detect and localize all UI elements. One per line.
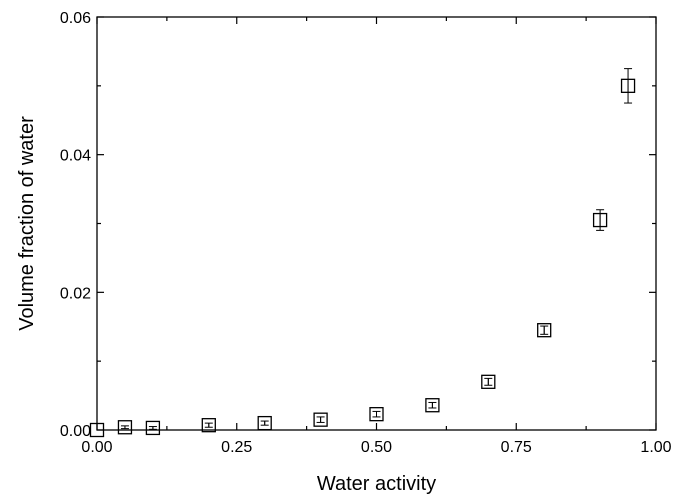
square-marker <box>481 374 496 389</box>
tick-labels: 0.00 0.25 0.50 0.75 1.00 0.00 0.02 0.04 0.06 <box>60 10 672 456</box>
x-tick-label: 1.00 <box>640 439 671 456</box>
data-point <box>117 420 133 435</box>
x-axis-title: Water activity <box>317 473 436 495</box>
data-point <box>537 323 552 338</box>
y-tick-label: 0.02 <box>60 285 91 302</box>
x-tick-label: 0.50 <box>361 439 392 456</box>
square-marker <box>145 420 161 436</box>
data-point <box>620 68 636 104</box>
square-marker <box>369 407 384 422</box>
square-marker <box>201 418 216 433</box>
x-tick-label: 0.25 <box>221 439 252 456</box>
x-tick-label: 0.00 <box>81 439 112 456</box>
data-points <box>89 68 636 438</box>
data-point <box>369 407 384 422</box>
y-tick-label: 0.04 <box>60 148 91 165</box>
square-marker <box>537 323 552 338</box>
data-point <box>425 398 440 413</box>
plot-frame <box>96 16 657 431</box>
y-tick-label: 0.06 <box>60 10 91 27</box>
y-axis-title: Volume fraction of water <box>16 116 38 331</box>
square-marker <box>117 420 133 435</box>
data-point <box>201 418 216 433</box>
data-point <box>592 209 608 231</box>
square-marker <box>313 412 328 427</box>
data-point <box>145 420 161 436</box>
x-tick-label: 0.75 <box>501 439 532 456</box>
square-marker <box>425 398 440 413</box>
data-point <box>481 374 496 389</box>
axis-ticks <box>96 16 657 431</box>
data-point <box>313 412 328 427</box>
data-point <box>257 415 272 431</box>
y-tick-label: 0.00 <box>60 423 91 440</box>
